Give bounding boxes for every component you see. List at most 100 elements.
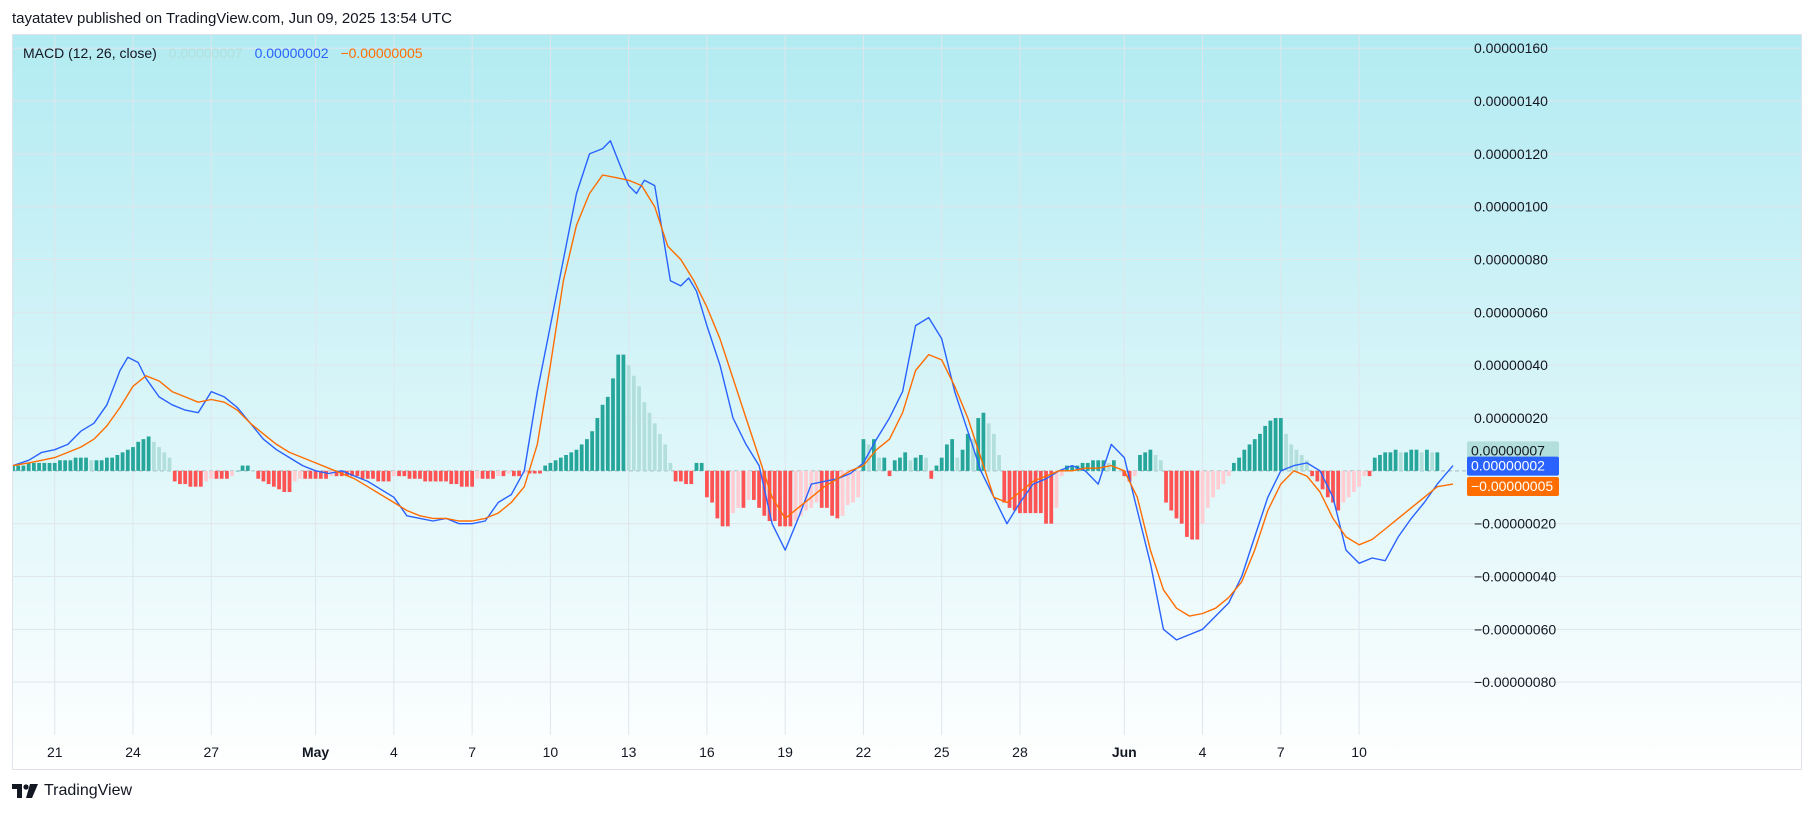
histogram-bar	[1294, 449, 1299, 471]
histogram-bar	[652, 423, 657, 471]
last-value-tag-label: 0.00000007	[1471, 442, 1545, 458]
histogram-bar	[73, 457, 78, 471]
price-axis-label: 0.00000060	[1474, 304, 1548, 320]
histogram-bar	[1237, 457, 1241, 471]
price-axis-label: 0.00000040	[1474, 357, 1548, 373]
histogram-bar	[903, 452, 908, 471]
price-axis-label: 0.00000080	[1474, 252, 1548, 268]
histogram-bar	[1398, 452, 1403, 471]
histogram-bar	[1190, 470, 1195, 540]
tradingview-logo-icon	[12, 784, 38, 798]
histogram-bar	[684, 470, 688, 485]
histogram-bar	[710, 470, 715, 503]
histogram-bar	[673, 470, 678, 482]
histogram-bar	[433, 470, 438, 482]
signal-line[interactable]	[13, 174, 1454, 617]
histogram-bar	[809, 470, 814, 508]
histogram-bar	[579, 444, 584, 471]
histogram-bar	[506, 470, 511, 474]
time-axis-label: 7	[468, 744, 476, 760]
histogram-bar	[851, 470, 855, 503]
histogram-bar	[1111, 460, 1116, 471]
histogram-bar	[449, 470, 454, 485]
histogram-bar	[78, 457, 83, 471]
histogram-bar	[1033, 470, 1038, 514]
histogram-bar	[1378, 455, 1382, 471]
legend-indicator-name[interactable]: MACD (12, 26, close)	[23, 45, 157, 61]
histogram-bar	[605, 396, 610, 471]
histogram-bar	[209, 470, 214, 479]
histogram-bar	[423, 470, 428, 482]
histogram-bar	[939, 457, 944, 471]
time-axis-label: 4	[390, 744, 398, 760]
histogram-bar	[287, 470, 292, 492]
time-axis-label: 24	[125, 744, 141, 760]
histogram-bar	[277, 470, 281, 490]
time-axis-label: 4	[1199, 744, 1207, 760]
histogram-bar	[1002, 470, 1007, 503]
histogram-bar	[762, 470, 767, 516]
histogram-bar	[861, 439, 866, 471]
histogram-bar	[1216, 470, 1221, 490]
histogram-bar	[146, 436, 151, 471]
histogram-bar	[1028, 470, 1033, 514]
histogram-bar	[1367, 470, 1372, 477]
histogram-bar	[204, 470, 208, 482]
histogram-bar	[454, 470, 459, 485]
last-value-tag	[1467, 441, 1559, 461]
histogram-bar	[84, 457, 88, 471]
indicator-legend: MACD (12, 26, close) 0.00000007 0.000000…	[23, 45, 431, 61]
histogram-bar	[42, 462, 47, 471]
histogram-bar	[496, 470, 501, 477]
histogram-bar	[658, 433, 662, 471]
histogram-bar	[960, 449, 965, 471]
time-axis-label: 25	[934, 744, 950, 760]
histogram-bar	[172, 470, 177, 482]
histogram-bar	[971, 439, 975, 471]
macd-chart[interactable]: 0.00000160 0.00000140 0.00000120 0.00000100…	[13, 35, 1802, 770]
histogram-bar	[68, 460, 73, 471]
histogram-bar	[511, 470, 516, 477]
price-axis-label: 0.00000160	[1474, 40, 1548, 56]
histogram-bar	[485, 470, 490, 479]
histogram-bar	[1299, 455, 1304, 471]
histogram-bar	[825, 470, 829, 508]
histogram-bar	[1383, 452, 1388, 471]
histogram-bar	[558, 457, 563, 471]
histogram-bar	[965, 433, 970, 471]
histogram-bar	[1185, 470, 1189, 537]
legend-signal-value: −0.00000005	[340, 45, 423, 61]
histogram-bar	[1143, 452, 1148, 471]
histogram-bar	[1263, 425, 1268, 471]
chart-pane[interactable]: 0.00000160 0.00000140 0.00000120 0.00000100…	[12, 34, 1802, 770]
histogram-bar	[1122, 470, 1127, 477]
footer-brand[interactable]: TradingView	[12, 782, 132, 800]
histogram-bar	[1320, 470, 1325, 490]
histogram-bar	[950, 439, 955, 471]
histogram-bar	[324, 470, 328, 479]
histogram-bar	[1117, 470, 1121, 472]
publish-info: tayatatev published on TradingView.com, …	[12, 10, 453, 27]
histogram-bar	[193, 470, 198, 487]
histogram-bar	[736, 470, 741, 508]
histogram-bar	[1305, 460, 1309, 471]
time-axis-label: 10	[543, 744, 559, 760]
histogram-bar	[1372, 457, 1377, 471]
histogram-bar	[428, 470, 433, 482]
price-axis-label: −0.00000060	[1474, 621, 1556, 637]
histogram-bar	[1054, 470, 1059, 508]
histogram-bar	[63, 460, 68, 471]
histogram-bar	[1221, 470, 1226, 485]
histogram-bar	[120, 452, 125, 471]
histogram-bar	[845, 470, 850, 506]
histogram-bar	[611, 378, 615, 471]
histogram-bar	[136, 441, 141, 471]
histogram-bar	[178, 470, 182, 485]
histogram-bar	[125, 449, 130, 471]
histogram-bar	[751, 470, 756, 500]
chart-background	[13, 35, 1801, 769]
histogram-bar	[778, 470, 782, 527]
histogram-bar	[271, 470, 276, 487]
histogram-bar	[918, 455, 923, 471]
histogram-bar	[830, 470, 835, 516]
